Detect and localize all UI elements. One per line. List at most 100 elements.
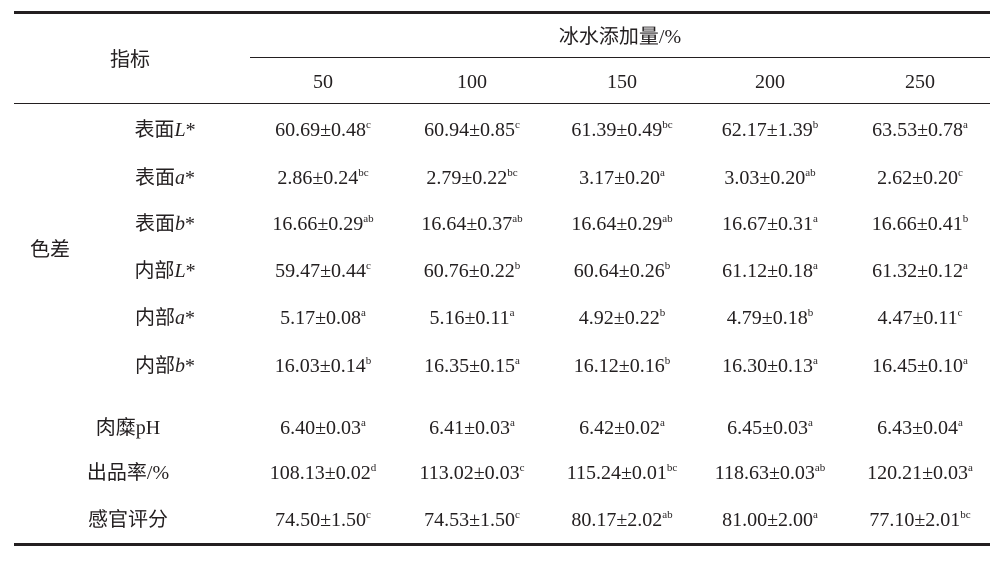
cell: 16.66±0.41b [871,213,969,235]
column-header: 200 [755,71,785,93]
cell: 60.94±0.85c [424,120,520,141]
column-header: 150 [607,71,637,93]
label-variable: a [175,167,185,189]
cell: 6.43±0.04a [877,417,963,439]
cell-value: 6.43±0.04 [877,417,959,439]
label-prefix: 内部 [134,260,175,282]
cell-value: 74.53±1.50 [424,509,516,531]
cell-value: 80.17±2.02 [571,509,663,531]
cell: 5.17±0.08a [280,307,366,329]
label-suffix: * [185,167,195,189]
header-rule [14,103,990,104]
cell-value: 6.40±0.03 [280,417,362,439]
cell: 6.40±0.03a [280,417,366,439]
cell: 3.03±0.20ab [724,167,816,189]
cell-superscript: ab [662,213,673,225]
cell-value: 59.47±0.44 [275,260,367,282]
row-label: 出品率/% [86,462,170,484]
cell-value: 120.21±0.03 [867,462,969,484]
cell: 16.45±0.10a [872,355,968,377]
cell-superscript: b [962,213,969,225]
label-variable: b [175,213,185,235]
cell-superscript: ab [512,213,523,225]
label-prefix: 表面 [134,119,175,141]
cell-superscript: a [968,462,973,474]
cell-superscript: a [813,509,818,521]
cell-value: 62.17±1.39 [721,119,813,141]
cell: 120.21±0.03a [867,462,973,484]
label-suffix: * [185,260,196,282]
cell-superscript: bc [960,509,971,521]
label-variable: a [175,307,185,329]
cell-value: 16.12±0.16 [573,355,665,377]
cell-value: 2.79±0.22 [426,167,508,189]
cell-value: 16.35±0.15 [424,355,516,377]
label-prefix: 内部 [135,355,175,377]
cell-superscript: ab [363,213,374,225]
cell-value: 60.64±0.26 [573,260,665,282]
cell-superscript: a [813,260,818,272]
cell-superscript: a [509,307,515,319]
cell-value: 60.76±0.22 [423,260,515,282]
cell: 16.66±0.29ab [272,213,374,235]
cell-value: 77.10±2.01 [869,509,961,531]
cell: 62.17±1.39b [721,119,819,141]
cell-value: 16.30±0.13 [722,355,814,377]
label-suffix: * [185,355,195,377]
cell: 16.12±0.16b [573,355,670,377]
cell-superscript: a [808,417,813,429]
cell-superscript: ab [805,167,816,179]
row-label: 表面a* [135,168,195,188]
cell-superscript: a [361,417,366,429]
cell: 113.02±0.03c [419,463,524,484]
label-variable: L [174,260,186,282]
cell-superscript: a [515,355,520,367]
cell: 61.39±0.49bc [571,119,673,141]
cell-value: 6.42±0.02 [579,417,661,439]
cell-value: 61.32±0.12 [872,260,964,282]
cell: 80.17±2.02ab [571,509,672,531]
cell: 2.86±0.24bc [277,168,368,189]
cell-value: 16.64±0.37 [421,213,513,235]
cell: 2.62±0.20c [877,168,963,189]
row-label: 内部a* [135,308,195,328]
cell: 60.69±0.48c [275,119,371,141]
cell: 108.13±0.02d [270,463,376,484]
cell: 16.30±0.13a [722,355,818,377]
cell: 115.24±0.01bc [566,462,678,484]
cell-superscript: a [963,260,968,272]
cell: 5.16±0.11a [429,307,515,329]
cell: 16.64±0.29ab [571,213,673,235]
cell-value: 16.66±0.41 [871,213,963,235]
cell-value: 16.67±0.31 [722,213,814,235]
cell-value: 4.92±0.22 [578,307,660,329]
cell-value: 4.47±0.11 [877,307,958,329]
cell-value: 5.17±0.08 [280,307,362,329]
label-suffix: * [185,213,195,235]
cell-value: 4.79±0.18 [726,307,808,329]
cell: 16.64±0.37ab [421,213,523,235]
cell-superscript: bc [662,119,673,131]
cell-value: 6.45±0.03 [727,417,809,439]
group-label: 冰水添加量/% [558,26,682,48]
cell-superscript: a [963,355,968,367]
cell-superscript: a [660,417,665,429]
cell-value: 5.16±0.11 [429,307,510,329]
cell: 3.17±0.20a [579,168,665,189]
cell-value: 16.03±0.14 [274,355,366,377]
cell: 74.53±1.50c [424,509,520,531]
cell: 6.45±0.03a [727,417,813,439]
cell-superscript: b [812,119,819,131]
cell: 4.92±0.22b [578,307,666,329]
cell-value: 115.24±0.01 [566,462,667,484]
cell-superscript: c [366,119,371,131]
cell-value: 61.12±0.18 [722,260,814,282]
cell-superscript: bc [507,167,518,179]
cell: 63.53±0.78a [872,120,968,141]
cell-superscript: b [659,307,666,319]
label-suffix: * [185,307,195,329]
cell-value: 3.03±0.20 [724,167,806,189]
cell: 4.79±0.18b [726,307,813,329]
cell-value: 61.39±0.49 [571,119,663,141]
